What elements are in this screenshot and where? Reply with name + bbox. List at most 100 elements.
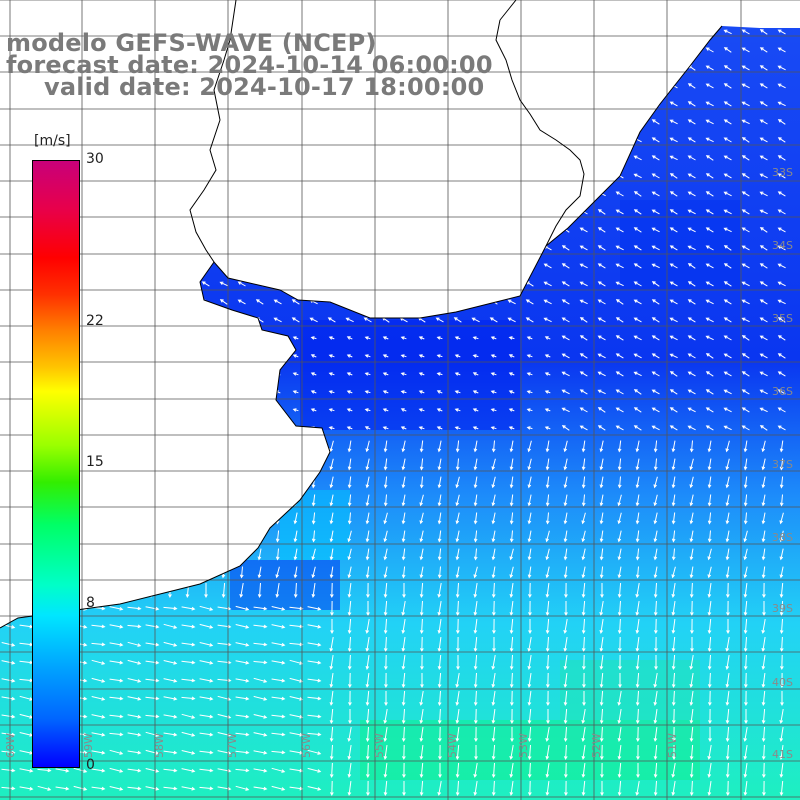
wind-arrow bbox=[127, 768, 142, 773]
wind-arrow bbox=[545, 458, 550, 471]
wind-arrow bbox=[329, 548, 334, 561]
colorbar-tick-label: 15 bbox=[86, 454, 104, 470]
wind-arrow bbox=[653, 691, 658, 706]
wind-arrow bbox=[617, 440, 622, 453]
wind-arrow bbox=[705, 191, 714, 197]
wind-arrow bbox=[509, 672, 514, 689]
wind-arrow bbox=[669, 227, 678, 233]
wind-arrow bbox=[599, 726, 604, 743]
wind-arrow bbox=[705, 137, 714, 143]
wind-arrow bbox=[759, 173, 768, 179]
wind-arrow bbox=[455, 691, 460, 706]
wind-arrow bbox=[310, 372, 317, 376]
wind-arrow bbox=[780, 672, 784, 689]
wind-arrow bbox=[307, 678, 322, 683]
wind-arrow bbox=[545, 745, 550, 760]
wind-arrow bbox=[307, 767, 322, 773]
wind-arrow bbox=[777, 191, 786, 197]
wind-arrow bbox=[163, 732, 178, 737]
wind-arrow bbox=[275, 530, 280, 543]
wind-arrow bbox=[235, 678, 250, 683]
wind-arrow bbox=[365, 494, 370, 507]
wind-arrow bbox=[581, 458, 586, 471]
wind-arrow bbox=[491, 566, 496, 579]
wind-arrow bbox=[761, 744, 766, 761]
grid-labels: 60W 59W 58W 57W 56W 55W 54W 53W 52W 51W 33S 34S 35S 3… bbox=[4, 166, 793, 761]
wind-arrow bbox=[579, 263, 588, 269]
wind-arrow bbox=[633, 425, 642, 431]
wind-arrow bbox=[419, 530, 424, 543]
wind-arrow bbox=[292, 336, 299, 340]
wind-arrow bbox=[617, 727, 622, 742]
latitude-label: 39S bbox=[772, 602, 793, 615]
wind-arrow bbox=[402, 762, 406, 779]
wind-arrow bbox=[437, 530, 442, 543]
wind-arrow bbox=[582, 672, 586, 689]
wind-arrow bbox=[91, 732, 106, 737]
wind-arrow bbox=[651, 371, 660, 377]
wind-arrow bbox=[199, 714, 214, 719]
wind-arrow bbox=[615, 317, 624, 323]
wind-arrow bbox=[419, 476, 424, 489]
wind-arrow bbox=[383, 458, 388, 471]
wind-arrow bbox=[491, 744, 496, 761]
wind-arrow bbox=[492, 618, 496, 635]
wind-arrow bbox=[490, 354, 497, 358]
wind-arrow bbox=[307, 696, 322, 701]
wind-arrow bbox=[669, 353, 678, 359]
wind-arrow bbox=[181, 660, 196, 665]
wind-arrow bbox=[365, 530, 370, 543]
wind-arrow bbox=[777, 227, 786, 233]
wind-arrow bbox=[383, 600, 388, 617]
wind-arrow bbox=[705, 173, 714, 179]
wind-arrow bbox=[689, 673, 694, 688]
wind-arrow bbox=[507, 299, 516, 305]
wind-arrow bbox=[329, 440, 334, 453]
wind-arrow bbox=[438, 763, 442, 779]
wind-arrow bbox=[581, 582, 586, 599]
wind-arrow bbox=[163, 750, 178, 755]
wind-arrow bbox=[307, 749, 322, 755]
wind-arrow bbox=[293, 566, 298, 579]
wind-arrow bbox=[777, 389, 786, 395]
wind-arrow bbox=[275, 566, 280, 579]
wind-arrow bbox=[723, 209, 732, 215]
wind-arrow bbox=[235, 785, 250, 791]
wind-arrow bbox=[651, 119, 660, 125]
wind-arrow bbox=[707, 458, 712, 471]
wind-arrow bbox=[145, 714, 160, 719]
latitude-label: 40S bbox=[772, 676, 793, 689]
wind-arrow bbox=[384, 691, 388, 707]
wind-arrow bbox=[723, 191, 732, 197]
wind-arrow bbox=[311, 512, 316, 525]
wind-arrow bbox=[687, 83, 696, 89]
wind-arrow bbox=[365, 744, 370, 761]
wind-arrow bbox=[546, 690, 550, 707]
wind-arrow bbox=[689, 762, 694, 779]
wind-arrow bbox=[544, 408, 551, 412]
wind-arrow bbox=[509, 548, 514, 561]
wind-arrow bbox=[635, 726, 640, 743]
wind-arrow bbox=[420, 654, 424, 671]
wind-arrow bbox=[561, 245, 570, 251]
wind-arrow bbox=[779, 476, 784, 489]
wind-arrow bbox=[329, 637, 334, 652]
wind-arrow bbox=[544, 390, 551, 394]
wind-arrow bbox=[328, 426, 335, 430]
wind-arrow bbox=[581, 548, 586, 561]
wind-arrow bbox=[473, 566, 478, 579]
wind-arrow bbox=[91, 624, 106, 629]
wind-arrow bbox=[741, 335, 750, 341]
wind-arrow bbox=[181, 642, 196, 647]
wind-arrow bbox=[365, 673, 370, 688]
wind-arrow bbox=[509, 745, 514, 760]
wind-arrow bbox=[669, 317, 678, 323]
wind-arrow bbox=[508, 354, 515, 358]
wind-arrow bbox=[163, 696, 178, 701]
wind-arrow bbox=[597, 389, 606, 395]
wind-arrow bbox=[741, 371, 750, 377]
wind-arrow bbox=[545, 636, 550, 653]
wind-arrow bbox=[127, 750, 142, 755]
wind-arrow bbox=[708, 727, 712, 743]
